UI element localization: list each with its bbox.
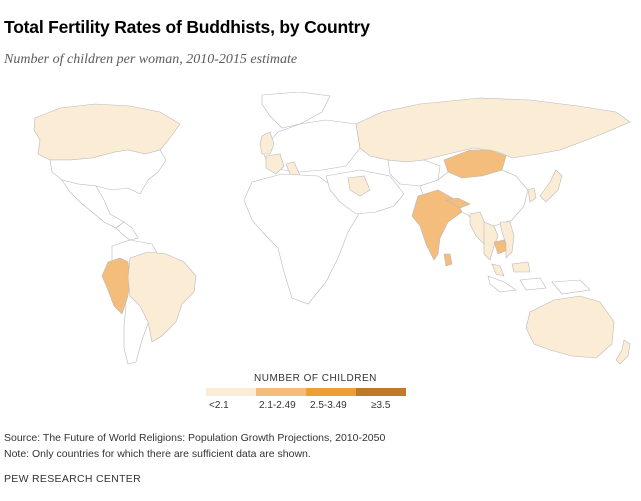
region-france: [265, 153, 285, 175]
legend-swatch-1: [206, 388, 256, 396]
legend-label-1: <2.1: [209, 400, 229, 411]
region-brazil: [127, 251, 197, 343]
chart-subtitle: Number of children per woman, 2010-2015 …: [4, 52, 298, 67]
region-europe-other: [261, 119, 361, 173]
region-vietnam: [499, 221, 515, 259]
region-indonesia: [487, 275, 591, 295]
chart-title: Total Fertility Rates of Buddhists, by C…: [4, 17, 370, 37]
region-iraq: [347, 175, 371, 197]
region-peru: [101, 257, 131, 315]
region-united-kingdom: [259, 131, 275, 155]
region-central-america: [115, 221, 139, 241]
region-australia: [525, 295, 615, 359]
legend-title: NUMBER OF CHILDREN: [254, 373, 377, 384]
world-map: [33, 92, 631, 365]
region-thailand: [483, 221, 499, 261]
data-note: Note: Only countries for which there are…: [4, 448, 311, 460]
legend-swatch-3: [306, 388, 356, 396]
legend-label-4: ≥3.5: [371, 400, 391, 411]
source-note: Source: The Future of World Religions: P…: [4, 432, 386, 444]
region-new-zealand: [615, 339, 631, 365]
legend-swatch-4: [356, 388, 406, 396]
legend-swatch-2: [256, 388, 306, 396]
region-india: [411, 189, 463, 261]
organization-name: PEW RESEARCH CENTER: [4, 473, 141, 485]
legend-label-2: 2.1-2.49: [259, 400, 296, 411]
region-sri-lanka: [443, 253, 453, 267]
legend-label-3: 2.5-3.49: [310, 400, 347, 411]
region-malaysia: [491, 261, 531, 277]
region-japan: [539, 169, 563, 203]
region-south-korea: [527, 187, 537, 203]
region-nepal: [445, 197, 471, 209]
